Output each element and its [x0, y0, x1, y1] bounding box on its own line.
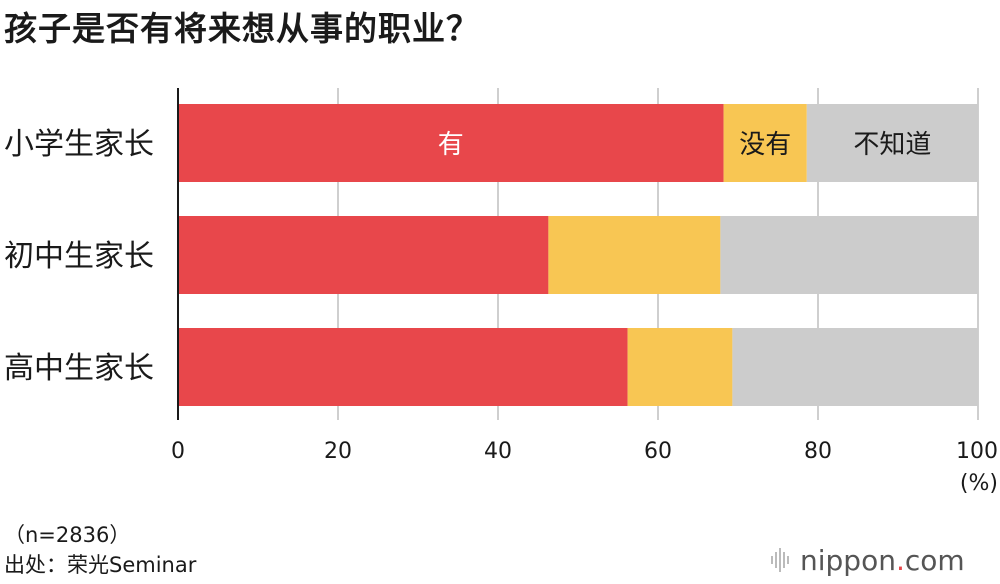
bar-segment	[178, 328, 628, 406]
x-tick-label: 80	[804, 439, 832, 464]
bar-segment	[178, 104, 724, 182]
x-tick-label: 0	[171, 439, 185, 464]
nippon-logo[interactable]: nippon. com	[770, 540, 998, 580]
bar-segment	[548, 216, 721, 294]
category-label: 小学生家长	[4, 127, 154, 162]
bar-segment	[627, 328, 733, 406]
x-tick-label: 60	[644, 439, 672, 464]
x-tick-label: 20	[324, 439, 352, 464]
category-label: 高中生家长	[4, 351, 154, 386]
chart-title: 孩子是否有将来想从事的职业？	[4, 9, 480, 48]
bar-segment	[723, 104, 807, 182]
x-tick-label: 40	[484, 439, 512, 464]
brand-tld: com	[904, 543, 965, 577]
bar-segment	[806, 104, 978, 182]
bar-segment	[732, 328, 978, 406]
x-axis-unit: (%)	[960, 471, 998, 496]
category-label: 初中生家长	[4, 239, 154, 274]
series-label: 有	[438, 130, 464, 160]
bar-segment	[178, 216, 549, 294]
brand-name: nippon	[800, 543, 896, 577]
brand-dot: .	[895, 543, 905, 577]
series-label: 没有	[739, 130, 791, 160]
series-label: 不知道	[853, 130, 931, 160]
audio-wave-icon	[771, 548, 789, 572]
x-tick-label: 100	[956, 439, 998, 464]
source-note: 出处：荣光Seminar	[4, 553, 197, 577]
bar-segment	[720, 216, 978, 294]
sample-size-note: （n=2836）	[4, 523, 131, 547]
